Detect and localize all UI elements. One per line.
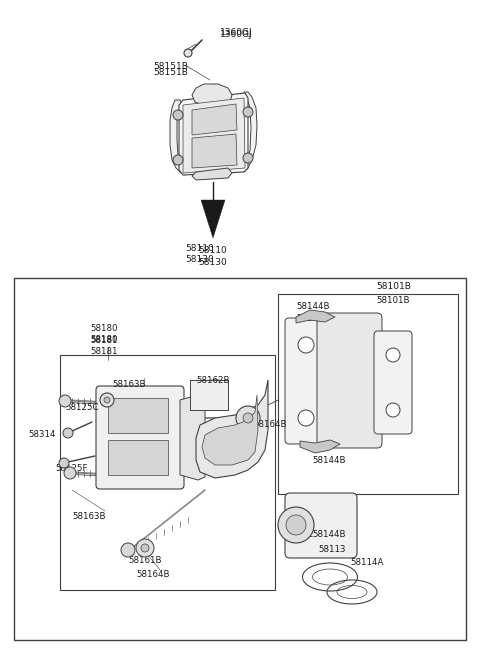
Text: 58163B: 58163B (72, 512, 106, 521)
Polygon shape (192, 134, 237, 168)
Circle shape (136, 539, 154, 557)
Circle shape (59, 395, 71, 407)
Text: 58130: 58130 (199, 258, 228, 267)
Text: 58162B: 58162B (196, 376, 229, 385)
Circle shape (298, 410, 314, 426)
Text: 58181: 58181 (90, 347, 118, 356)
Polygon shape (179, 93, 248, 175)
Text: 58101B: 58101B (376, 296, 409, 305)
Bar (60, 355, 275, 590)
Text: 58161B: 58161B (128, 556, 161, 565)
FancyBboxPatch shape (285, 493, 357, 558)
Bar (190, 380, 228, 410)
Text: 58164B: 58164B (253, 420, 287, 429)
Circle shape (100, 393, 114, 407)
Circle shape (173, 110, 183, 120)
Circle shape (243, 107, 253, 117)
Text: 58144B: 58144B (312, 530, 346, 539)
FancyBboxPatch shape (374, 331, 412, 434)
Text: 58144B: 58144B (312, 456, 346, 465)
Circle shape (236, 406, 260, 430)
FancyBboxPatch shape (285, 318, 328, 444)
Circle shape (243, 153, 253, 163)
Circle shape (184, 49, 192, 57)
Circle shape (63, 428, 73, 438)
Text: 58113: 58113 (318, 545, 346, 554)
Circle shape (64, 467, 76, 479)
Circle shape (59, 458, 69, 468)
Bar (14, 278, 466, 640)
Circle shape (104, 397, 110, 403)
Text: 58144B: 58144B (296, 302, 329, 311)
Bar (108, 440, 168, 475)
Text: 58110: 58110 (199, 246, 228, 255)
Circle shape (278, 507, 314, 543)
Text: 58114A: 58114A (350, 558, 384, 567)
Text: 58314: 58314 (28, 430, 56, 439)
Circle shape (386, 348, 400, 362)
Polygon shape (244, 92, 257, 172)
Circle shape (386, 403, 400, 417)
Circle shape (141, 544, 149, 552)
FancyBboxPatch shape (96, 386, 184, 489)
Bar (278, 294, 458, 494)
Polygon shape (201, 200, 225, 238)
Text: 58130: 58130 (186, 255, 215, 264)
Polygon shape (300, 440, 340, 453)
Circle shape (243, 413, 253, 423)
Polygon shape (196, 380, 268, 478)
Text: 58163B: 58163B (112, 380, 145, 389)
Circle shape (298, 337, 314, 353)
Text: 58110: 58110 (186, 244, 215, 253)
Circle shape (121, 543, 135, 557)
Text: 58144B: 58144B (296, 314, 329, 323)
Text: 58180: 58180 (90, 335, 118, 344)
Text: 58180: 58180 (90, 324, 118, 333)
Text: 58181: 58181 (90, 336, 118, 345)
Polygon shape (192, 168, 232, 180)
Polygon shape (202, 395, 258, 465)
Polygon shape (180, 395, 205, 480)
Circle shape (173, 155, 183, 165)
Text: 58151B: 58151B (153, 68, 188, 77)
Polygon shape (192, 104, 237, 135)
Text: 58112: 58112 (286, 530, 313, 539)
Text: 58164B: 58164B (136, 570, 169, 579)
Polygon shape (183, 98, 245, 173)
Text: 58101B: 58101B (376, 282, 411, 291)
Text: 58125C: 58125C (65, 403, 98, 412)
Circle shape (286, 515, 306, 535)
FancyBboxPatch shape (317, 313, 382, 448)
Bar (108, 398, 168, 433)
Polygon shape (170, 100, 185, 175)
Polygon shape (296, 310, 335, 323)
Polygon shape (192, 84, 232, 106)
Text: 58151B: 58151B (153, 62, 188, 71)
Text: 58125F: 58125F (55, 464, 87, 473)
Text: 1360GJ: 1360GJ (220, 28, 252, 37)
Text: 1360GJ: 1360GJ (220, 30, 252, 39)
